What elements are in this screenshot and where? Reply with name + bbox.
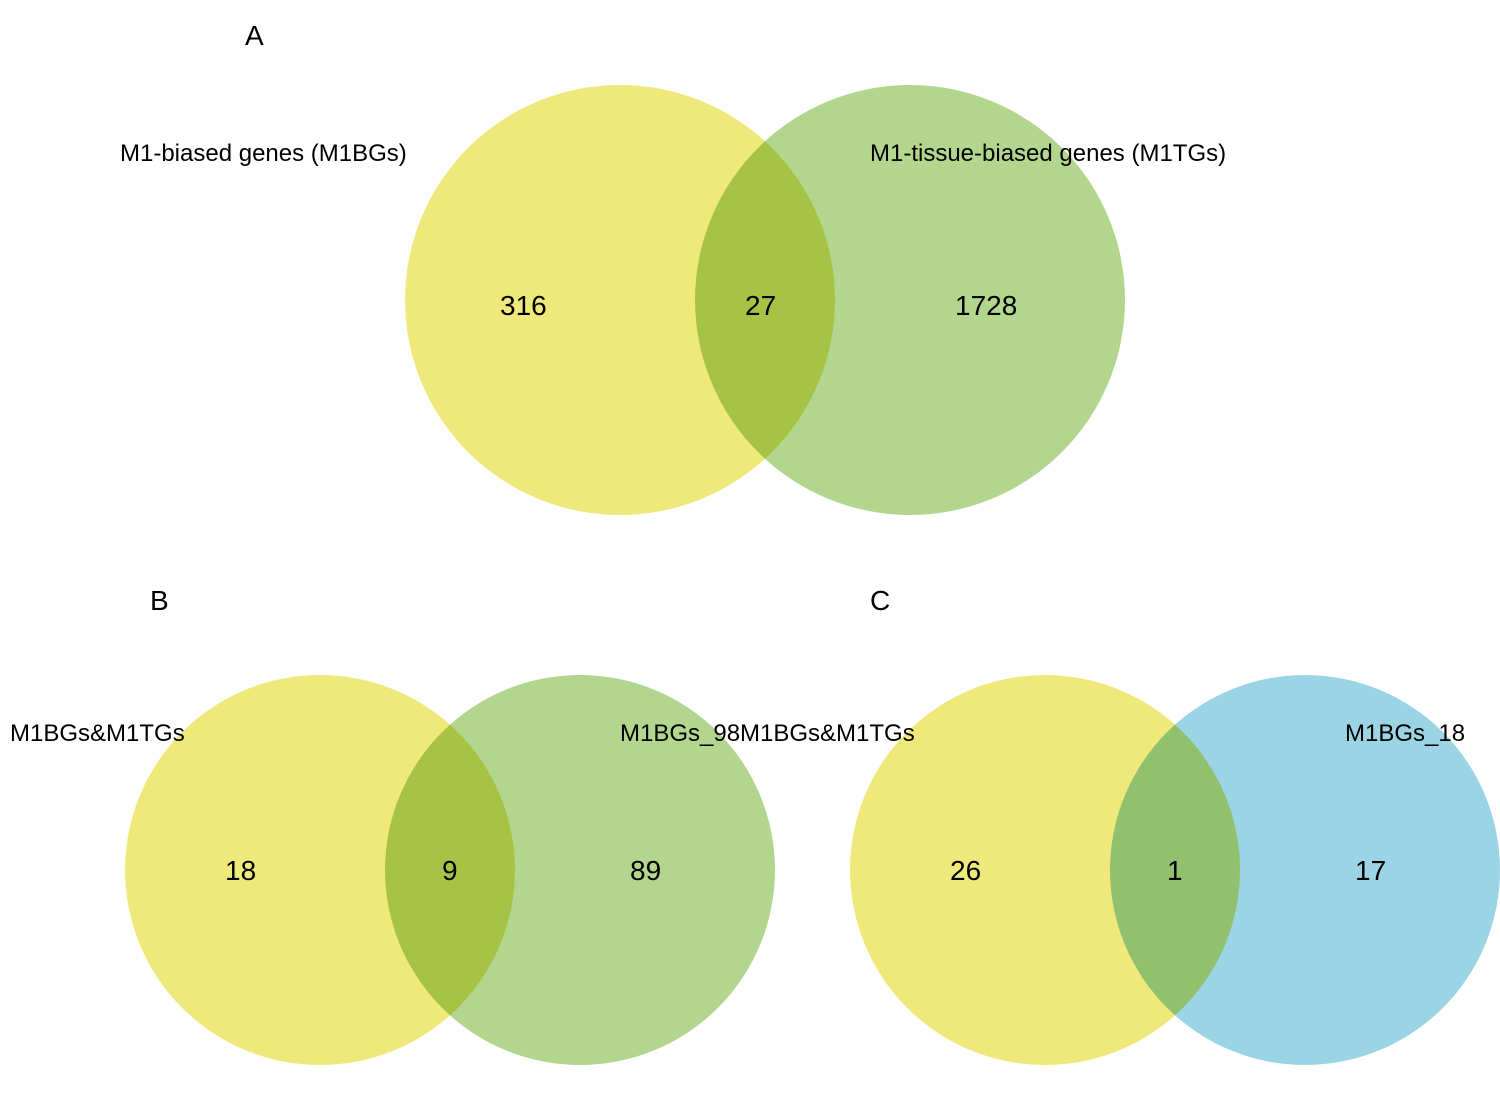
venn-A-left-count: 316 [500, 290, 547, 322]
venn-B-left-count: 18 [225, 855, 256, 887]
panel-label-C: C [870, 585, 890, 617]
venn-C-right-count: 17 [1355, 855, 1386, 887]
venn-A-right-count: 1728 [955, 290, 1017, 322]
venn-C-left-label: M1BGs&M1TGs [740, 720, 915, 748]
venn-A-left-label: M1-biased genes (M1BGs) [120, 140, 407, 168]
venn-B-intersection-count: 9 [442, 855, 458, 887]
panel-label-A: A [245, 20, 264, 52]
figure-canvas: A M1-biased genes (M1BGs) M1-tissue-bias… [0, 0, 1500, 1120]
venn-B-left-label: M1BGs&M1TGs [10, 720, 185, 748]
venn-B-right-label: M1BGs_98 [620, 720, 740, 748]
panel-label-B: B [150, 585, 169, 617]
venn-B-right-count: 89 [630, 855, 661, 887]
venn-C-left-count: 26 [950, 855, 981, 887]
venn-C-intersection-count: 1 [1167, 855, 1183, 887]
venn-A-intersection-count: 27 [745, 290, 776, 322]
venn-A-right-label: M1-tissue-biased genes (M1TGs) [870, 140, 1226, 168]
venn-C-right-label: M1BGs_18 [1345, 720, 1465, 748]
